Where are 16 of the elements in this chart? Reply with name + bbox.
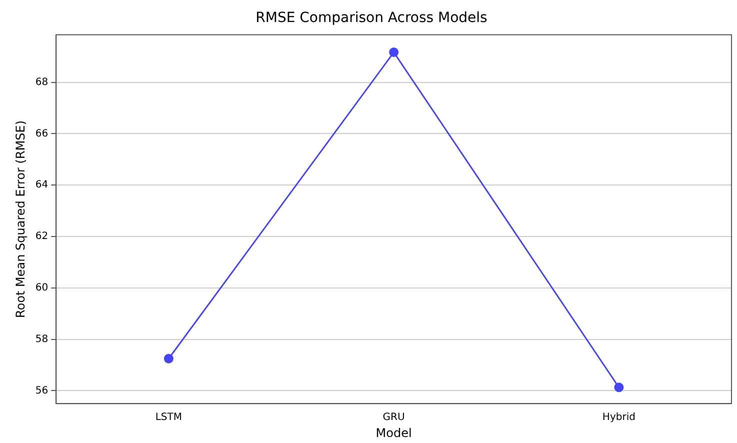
x-tick-label: Hybrid (602, 412, 636, 424)
y-tick-label: 64 (35, 180, 48, 191)
y-tick-label: 68 (35, 76, 48, 88)
point (164, 354, 174, 364)
y-tick-label: 66 (35, 128, 48, 140)
y-axis-title: Root Mean Squared Error (RMSE) (13, 120, 28, 318)
chart-title: RMSE Comparison Across Models (256, 10, 488, 26)
y-tick-label: 58 (35, 334, 48, 345)
y-tick-label: 62 (35, 231, 48, 242)
y-tick-label: 56 (35, 385, 48, 396)
x-axis-title: Model (376, 426, 412, 440)
x-tick-label: LSTM (155, 412, 182, 424)
x-tick-label: GRU (382, 412, 405, 424)
point (614, 382, 624, 392)
y-tick-label: 60 (35, 282, 48, 294)
point (389, 48, 399, 58)
